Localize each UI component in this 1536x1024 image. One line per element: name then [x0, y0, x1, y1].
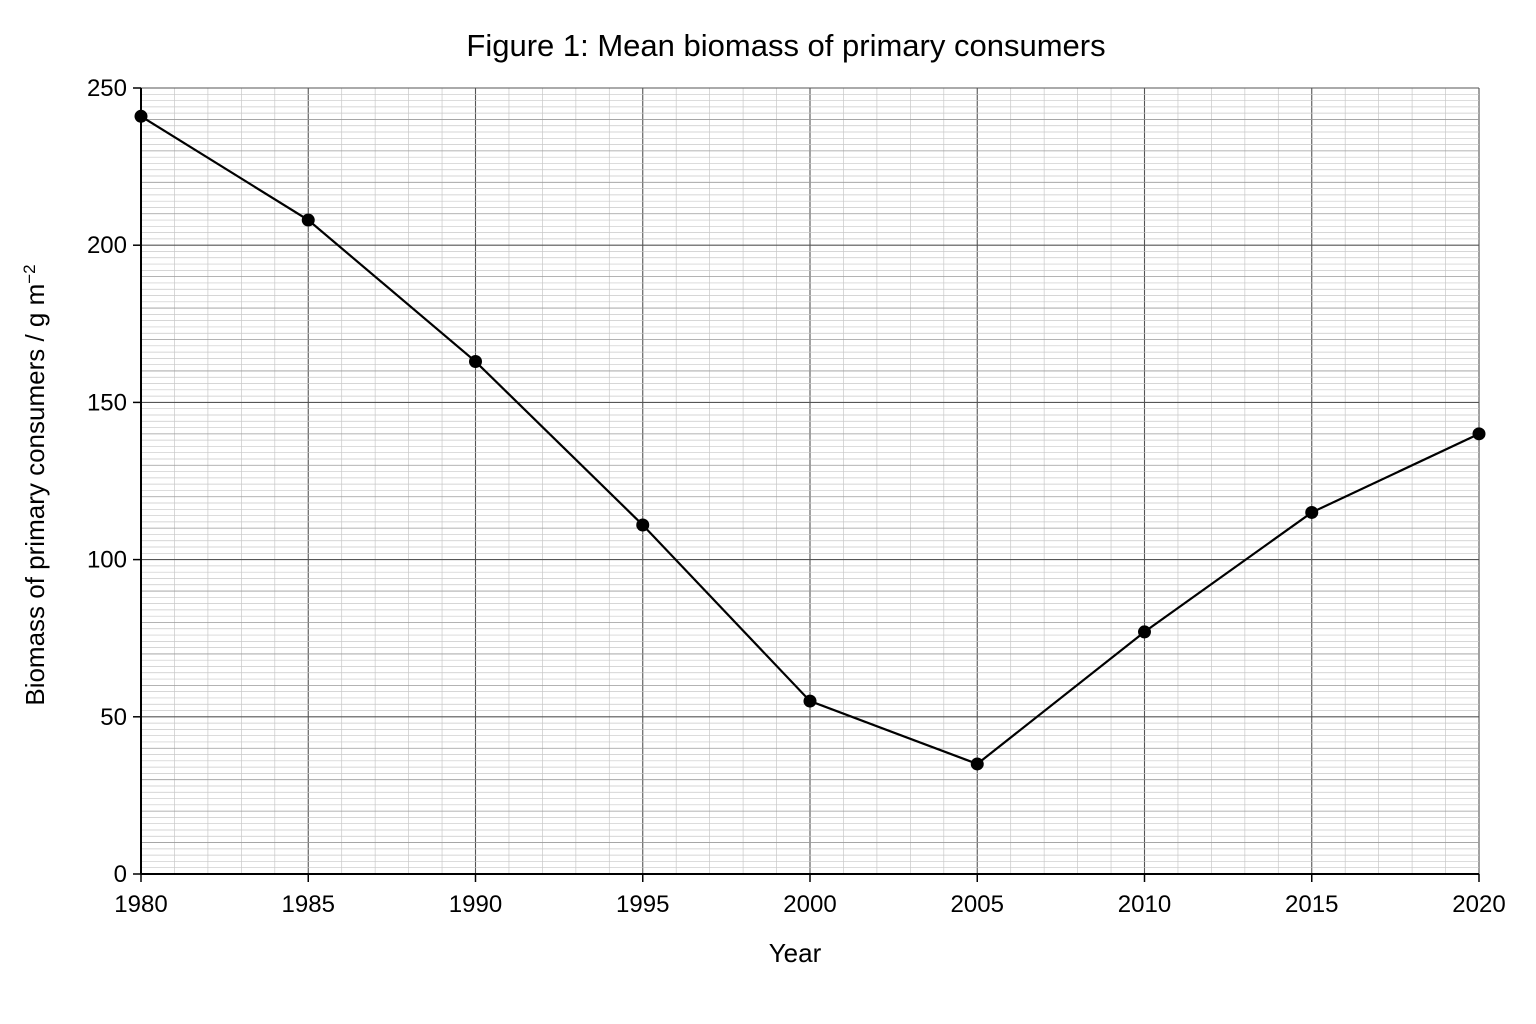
data-point	[970, 757, 984, 771]
chart-title: Figure 1: Mean biomass of primary consum…	[466, 28, 1105, 63]
data-point	[301, 213, 315, 227]
data-point	[469, 355, 482, 369]
y-axis-label-main: Biomass of primary consumers / g m	[20, 284, 50, 706]
series-layer	[134, 109, 1486, 771]
y-tick-label: 200	[87, 232, 127, 259]
x-tick-label: 1995	[616, 891, 669, 918]
y-tick-label: 0	[114, 861, 127, 888]
data-point	[636, 518, 650, 532]
y-axis-label-superscript: −2	[20, 264, 39, 283]
x-axis-label: Year	[769, 938, 822, 968]
grid	[140, 87, 1480, 875]
data-point	[803, 694, 817, 708]
x-tick-label: 2015	[1285, 891, 1338, 918]
x-tick-label: 1980	[114, 891, 167, 918]
x-tick-label: 1990	[449, 891, 502, 918]
y-tick-label: 100	[87, 547, 127, 574]
data-point	[1138, 625, 1151, 639]
data-point	[134, 109, 148, 123]
y-tick-label: 150	[87, 389, 127, 416]
y-tick-label: 250	[87, 75, 127, 102]
y-axis-label: Biomass of primary consumers / g m−2	[20, 264, 51, 705]
x-tick-label: 2020	[1452, 891, 1505, 918]
x-tick-label: 1985	[282, 891, 335, 918]
y-tick-label: 50	[100, 704, 127, 731]
x-tick-label: 2010	[1118, 891, 1171, 918]
data-point	[1472, 427, 1486, 441]
x-tick-label: 2005	[951, 891, 1004, 918]
data-point	[1305, 505, 1319, 519]
x-tick-label: 2000	[783, 891, 836, 918]
x-tick-labels: 1980 1985 1990 1995 2000 2005 2010 2015 2020	[114, 874, 1506, 918]
y-tick-labels: 0 50 100 150 200 250	[87, 75, 141, 888]
